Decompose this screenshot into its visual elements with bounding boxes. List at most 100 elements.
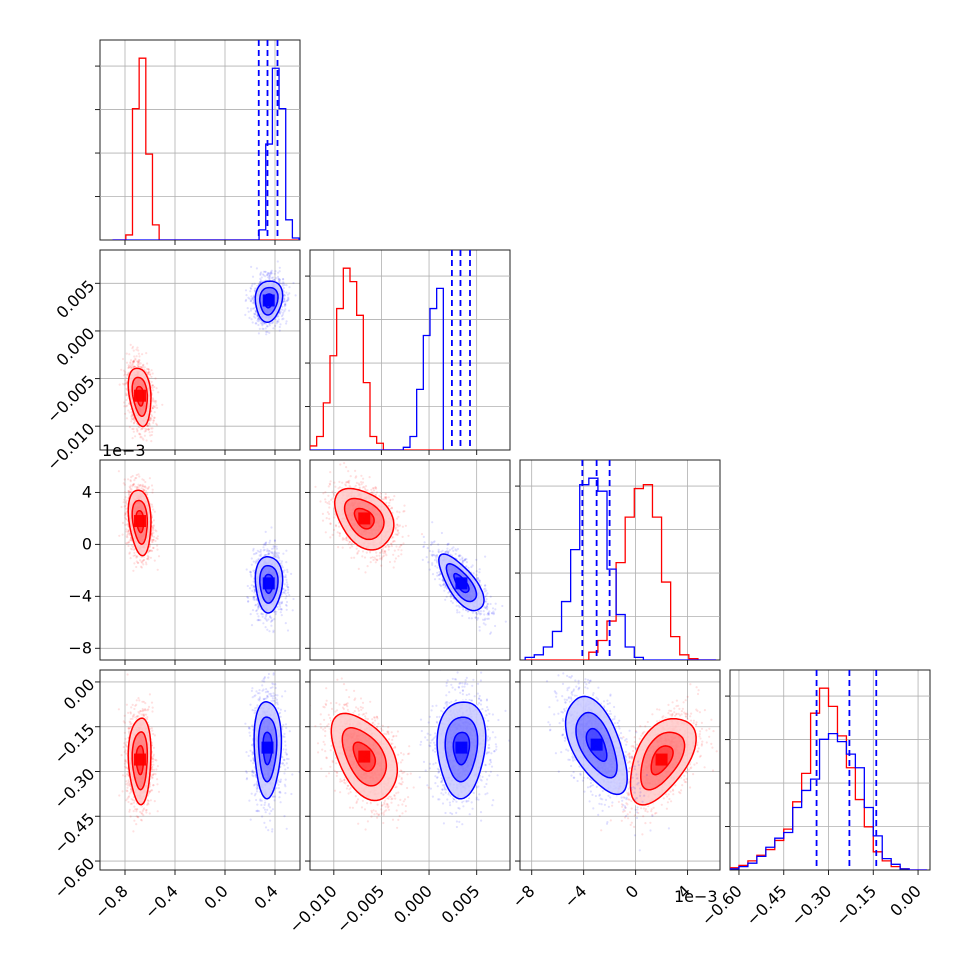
red-peak-cell bbox=[655, 753, 668, 766]
red-contour bbox=[135, 744, 145, 776]
scatter-panel-4-3 bbox=[515, 669, 721, 875]
histogram-red bbox=[112, 57, 300, 240]
blue-contour bbox=[444, 716, 479, 783]
x-tick-label: 0.00 bbox=[886, 881, 925, 920]
scatter-content bbox=[118, 250, 297, 450]
histogram-traces bbox=[310, 250, 471, 450]
blue-peak-cell bbox=[455, 741, 468, 754]
blue-contour bbox=[438, 553, 485, 612]
blue-contour bbox=[263, 293, 275, 309]
blue-peak-cell bbox=[261, 741, 274, 754]
panel-frame bbox=[99, 39, 301, 241]
y-tick-label: −0.60 bbox=[50, 854, 98, 902]
scatter-panel-4-1 bbox=[95, 669, 301, 875]
panel-frame bbox=[99, 249, 301, 451]
x-tick-label: 0.0 bbox=[200, 881, 231, 912]
blue-contour bbox=[453, 572, 470, 594]
red-contour bbox=[343, 497, 385, 541]
red-contour bbox=[650, 745, 674, 776]
red-peak-cell bbox=[358, 512, 371, 525]
x-tick-label: −0.8 bbox=[91, 881, 132, 922]
red-contour bbox=[352, 741, 377, 772]
y-tick-label: −0.010 bbox=[43, 419, 98, 474]
x-offset-label: 1e−3 bbox=[674, 887, 718, 906]
blue-peak-cell bbox=[262, 577, 275, 590]
y-tick-label: −4 bbox=[68, 586, 92, 605]
scatter-content bbox=[117, 470, 300, 634]
x-tick-label: −0.30 bbox=[787, 881, 835, 929]
y-tick-label: −0.005 bbox=[43, 372, 98, 427]
scatter-panel-3-2 bbox=[305, 459, 511, 665]
red-peak-cell bbox=[358, 750, 371, 763]
x-tick-label: −8 bbox=[508, 881, 538, 911]
x-tick-label: −0.005 bbox=[333, 881, 388, 936]
blue-contour bbox=[253, 701, 283, 800]
blue-contour bbox=[445, 563, 478, 603]
red-contour bbox=[127, 489, 152, 557]
histogram-blue bbox=[310, 287, 444, 450]
panel-frame bbox=[519, 459, 721, 661]
histogram-red bbox=[730, 687, 928, 870]
scatter-content bbox=[314, 462, 507, 635]
blue-contour bbox=[257, 716, 278, 783]
y-tick-label: 0 bbox=[82, 534, 92, 553]
histogram-blue bbox=[112, 67, 300, 240]
blue-contour bbox=[259, 564, 279, 604]
blue-contour bbox=[259, 286, 279, 316]
x-tick-label: −0.45 bbox=[742, 881, 790, 929]
y-tick-label: −8 bbox=[68, 638, 92, 657]
blue-contour bbox=[254, 280, 284, 324]
red-contour bbox=[330, 712, 399, 802]
histogram-panel-4 bbox=[725, 669, 931, 875]
blue-contour bbox=[262, 731, 273, 766]
scatter-panel-2-1 bbox=[95, 249, 301, 455]
y-tick-label: −0.15 bbox=[50, 720, 98, 768]
histogram-traces bbox=[112, 40, 300, 240]
red-contour bbox=[135, 510, 145, 534]
histogram-panel-2 bbox=[305, 249, 511, 455]
y-tick-label: 0.000 bbox=[53, 324, 99, 370]
panel-frame bbox=[729, 669, 931, 871]
panel-frame bbox=[309, 249, 511, 451]
x-tick-label: −0.010 bbox=[285, 881, 340, 936]
x-tick-label: 0.000 bbox=[390, 881, 436, 927]
histogram-red bbox=[310, 267, 444, 450]
blue-contour bbox=[585, 727, 608, 762]
histogram-red bbox=[525, 484, 717, 660]
red-contour bbox=[131, 376, 149, 418]
red-contour bbox=[135, 385, 145, 407]
y-tick-label: 0.005 bbox=[53, 276, 99, 322]
x-tick-label: 0 bbox=[622, 881, 643, 902]
x-tick-label: −0.4 bbox=[141, 881, 182, 922]
blue-contour bbox=[436, 701, 487, 800]
y-tick-label: −0.30 bbox=[50, 764, 98, 812]
panel-frame bbox=[99, 459, 301, 661]
y-offset-label: 1e−3 bbox=[102, 441, 146, 460]
red-contour bbox=[353, 507, 375, 530]
red-contour bbox=[131, 731, 149, 791]
panel-frame bbox=[309, 459, 511, 661]
blue-contour bbox=[575, 711, 618, 779]
histogram-traces bbox=[524, 460, 717, 660]
red-contour bbox=[640, 731, 686, 791]
histogram-blue bbox=[730, 732, 928, 870]
blue-peak-cell bbox=[455, 577, 468, 590]
scatter-content bbox=[545, 670, 718, 852]
histogram-panel-1 bbox=[95, 39, 301, 245]
red-contour bbox=[629, 717, 697, 806]
x-tick-label: 0.005 bbox=[438, 881, 484, 927]
histogram-panel-3 bbox=[515, 459, 721, 665]
scatter-content bbox=[117, 672, 300, 833]
x-tick-label: −0.15 bbox=[832, 881, 880, 929]
blue-contour bbox=[564, 695, 628, 796]
blue-contour bbox=[254, 556, 284, 614]
panel-frame bbox=[99, 669, 301, 871]
blue-contour bbox=[263, 573, 275, 595]
red-contour bbox=[127, 367, 152, 428]
scatter-panel-4-2 bbox=[305, 669, 511, 875]
red-contour bbox=[131, 499, 149, 545]
histogram-blue bbox=[524, 477, 717, 660]
scatter-content bbox=[310, 670, 510, 831]
y-tick-label: 0.00 bbox=[60, 675, 99, 714]
